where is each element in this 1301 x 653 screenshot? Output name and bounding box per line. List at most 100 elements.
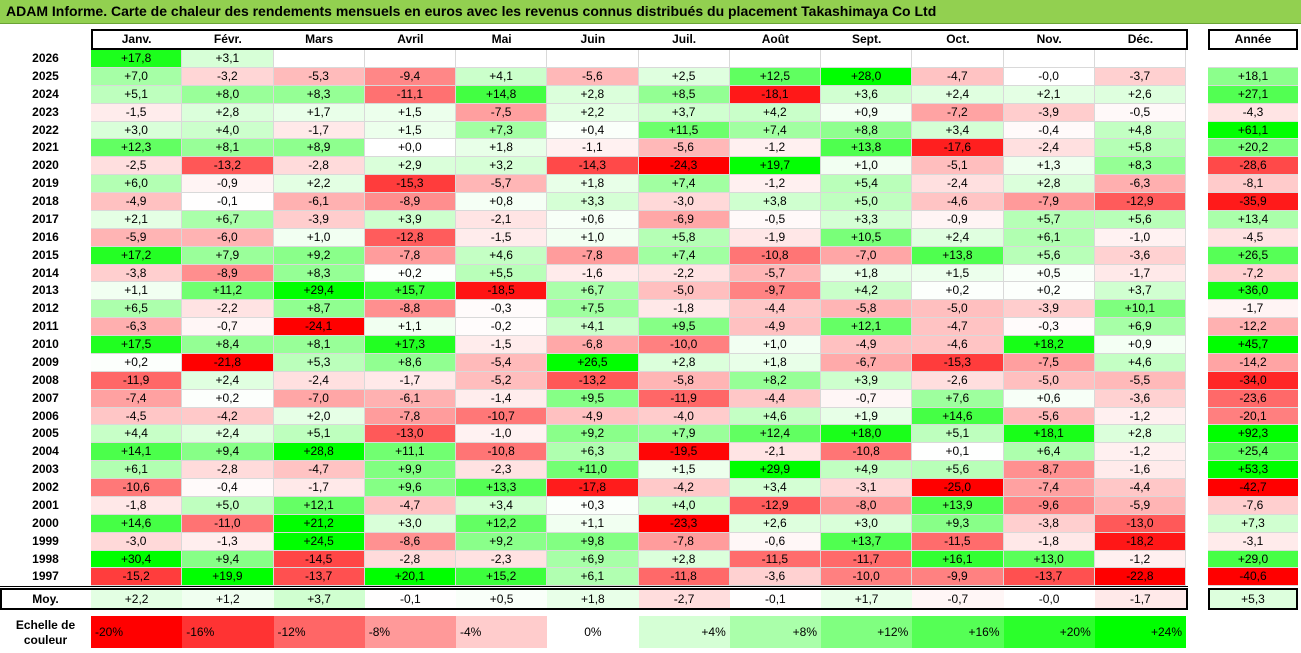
heatmap-cell: -6,1 <box>364 389 456 408</box>
heatmap-cell: +11,2 <box>182 282 274 301</box>
average-cell: -0,7 <box>912 589 1004 610</box>
heatmap-cell: +1,0 <box>273 228 365 247</box>
heatmap-cell: +5,0 <box>182 496 274 515</box>
heatmap-cell <box>273 50 365 68</box>
heatmap-cell <box>729 50 821 68</box>
color-scale-step: -20% <box>91 616 183 648</box>
heatmap-cell: +13,0 <box>1003 550 1095 569</box>
heatmap-cell: -3,9 <box>1003 300 1095 319</box>
heatmap-cell: -11,5 <box>729 550 821 569</box>
heatmap-cell: -4,6 <box>912 336 1004 354</box>
heatmap-cell: -1,4 <box>456 389 548 408</box>
heatmap-cell: -1,8 <box>1003 532 1095 551</box>
heatmap-cell: +2,4 <box>912 85 1004 104</box>
heatmap-cell: +6,3 <box>547 443 639 462</box>
year-label: 2025 <box>32 68 59 83</box>
heatmap-cell: +11,1 <box>364 443 456 462</box>
heatmap-cell: -1,7 <box>273 121 365 140</box>
annual-cell: -4,3 <box>1208 103 1298 122</box>
year-label: 2026 <box>32 51 59 65</box>
average-label: Moy. <box>32 592 59 607</box>
heatmap-cell: +9,6 <box>364 479 456 497</box>
average-cell: +1,2 <box>182 589 274 610</box>
heatmap-cell: -4,4 <box>1094 479 1186 497</box>
heatmap-cell <box>912 50 1004 68</box>
heatmap-cell: +2,2 <box>547 103 639 122</box>
annual-cell: +25,4 <box>1208 443 1298 462</box>
heatmap-cell: +4,2 <box>821 282 913 301</box>
heatmap-cell: -1,5 <box>91 103 183 122</box>
heatmap-cell: -4,9 <box>547 407 639 426</box>
heatmap-cell: -0,9 <box>182 175 274 193</box>
heatmap-cell: -5,2 <box>456 371 548 390</box>
average-cell: +1,8 <box>547 589 639 610</box>
heatmap-cell: +7,9 <box>182 246 274 265</box>
heatmap-cell: -25,0 <box>912 479 1004 497</box>
heatmap-cell: +6,9 <box>1094 318 1186 336</box>
heatmap-cell: -3,6 <box>729 568 821 587</box>
heatmap-cell: +5,6 <box>912 461 1004 479</box>
heatmap-cell: +13,8 <box>821 139 913 158</box>
heatmap-cell: -21,8 <box>182 353 274 372</box>
heatmap-cell: -13,0 <box>364 425 456 444</box>
heatmap-cell: +5,0 <box>821 193 913 211</box>
heatmap-cell: -3,2 <box>182 67 274 86</box>
heatmap-cell: +1,0 <box>547 228 639 247</box>
heatmap-cell: +17,8 <box>91 50 183 68</box>
heatmap-cell: +1,8 <box>821 264 913 283</box>
heatmap-cell: +6,0 <box>91 175 183 193</box>
heatmap-cell: +4,0 <box>638 496 730 515</box>
heatmap-cell: +1,8 <box>456 139 548 158</box>
heatmap-cell: -2,5 <box>91 157 183 176</box>
heatmap-cell: +2,0 <box>273 407 365 426</box>
heatmap-cell: -4,7 <box>912 67 1004 86</box>
heatmap-cell: -5,0 <box>638 282 730 301</box>
year-label: 2001 <box>32 497 59 512</box>
heatmap-cell: +15,7 <box>364 282 456 301</box>
heatmap-cell: +3,8 <box>729 193 821 211</box>
heatmap-cell: -2,8 <box>273 157 365 176</box>
heatmap-cell: +0,2 <box>1003 282 1095 301</box>
color-scale-step: -8% <box>364 616 456 648</box>
average-cell: +1,7 <box>821 589 913 610</box>
heatmap-cell: +0,9 <box>1094 336 1186 354</box>
heatmap-cell: +7,4 <box>638 175 730 193</box>
year-label: 2000 <box>32 515 59 530</box>
heatmap-cell: -5,6 <box>547 67 639 86</box>
heatmap-cell: +8,7 <box>273 300 365 319</box>
heatmap-cell: +18,1 <box>1003 425 1095 444</box>
heatmap-cell: -5,3 <box>273 67 365 86</box>
annual-cell: +18,1 <box>1208 67 1298 86</box>
heatmap-cell: +4,1 <box>547 318 639 336</box>
heatmap-cell: +0,2 <box>912 282 1004 301</box>
heatmap-cell: -12,9 <box>729 496 821 515</box>
heatmap-cell: +6,7 <box>182 210 274 229</box>
heatmap-cell: +4,4 <box>91 425 183 444</box>
heatmap-cell: +3,3 <box>547 193 639 211</box>
heatmap-cell: +12,5 <box>729 67 821 86</box>
heatmap-cell: -15,3 <box>364 175 456 193</box>
heatmap-cell: -4,7 <box>273 461 365 479</box>
month-header: Nov. <box>1036 32 1062 46</box>
heatmap-cell: +1,5 <box>364 103 456 122</box>
heatmap-cell: +19,7 <box>729 157 821 176</box>
heatmap-cell: +2,1 <box>1003 85 1095 104</box>
heatmap-cell: -12,9 <box>1094 193 1186 211</box>
heatmap-cell: -8,9 <box>182 264 274 283</box>
heatmap-cell: +2,8 <box>1003 175 1095 193</box>
heatmap-cell: +1,5 <box>364 121 456 140</box>
average-annual-cell: +5,3 <box>1208 589 1298 610</box>
heatmap-cell: +8,2 <box>729 371 821 390</box>
heatmap-cell: +1,1 <box>547 514 639 533</box>
color-scale-step: +8% <box>729 616 821 648</box>
annual-cell: -28,6 <box>1208 157 1298 176</box>
heatmap-cell: +3,0 <box>821 514 913 533</box>
heatmap-cell: +0,6 <box>1003 389 1095 408</box>
heatmap-cell: +12,2 <box>456 514 548 533</box>
annual-cell: -20,1 <box>1208 407 1298 426</box>
heatmap-cell: +2,6 <box>729 514 821 533</box>
heatmap-cell: -18,5 <box>456 282 548 301</box>
heatmap-cell: +13,8 <box>912 246 1004 265</box>
heatmap-cell: +5,5 <box>456 264 548 283</box>
year-label: 2023 <box>32 104 59 119</box>
